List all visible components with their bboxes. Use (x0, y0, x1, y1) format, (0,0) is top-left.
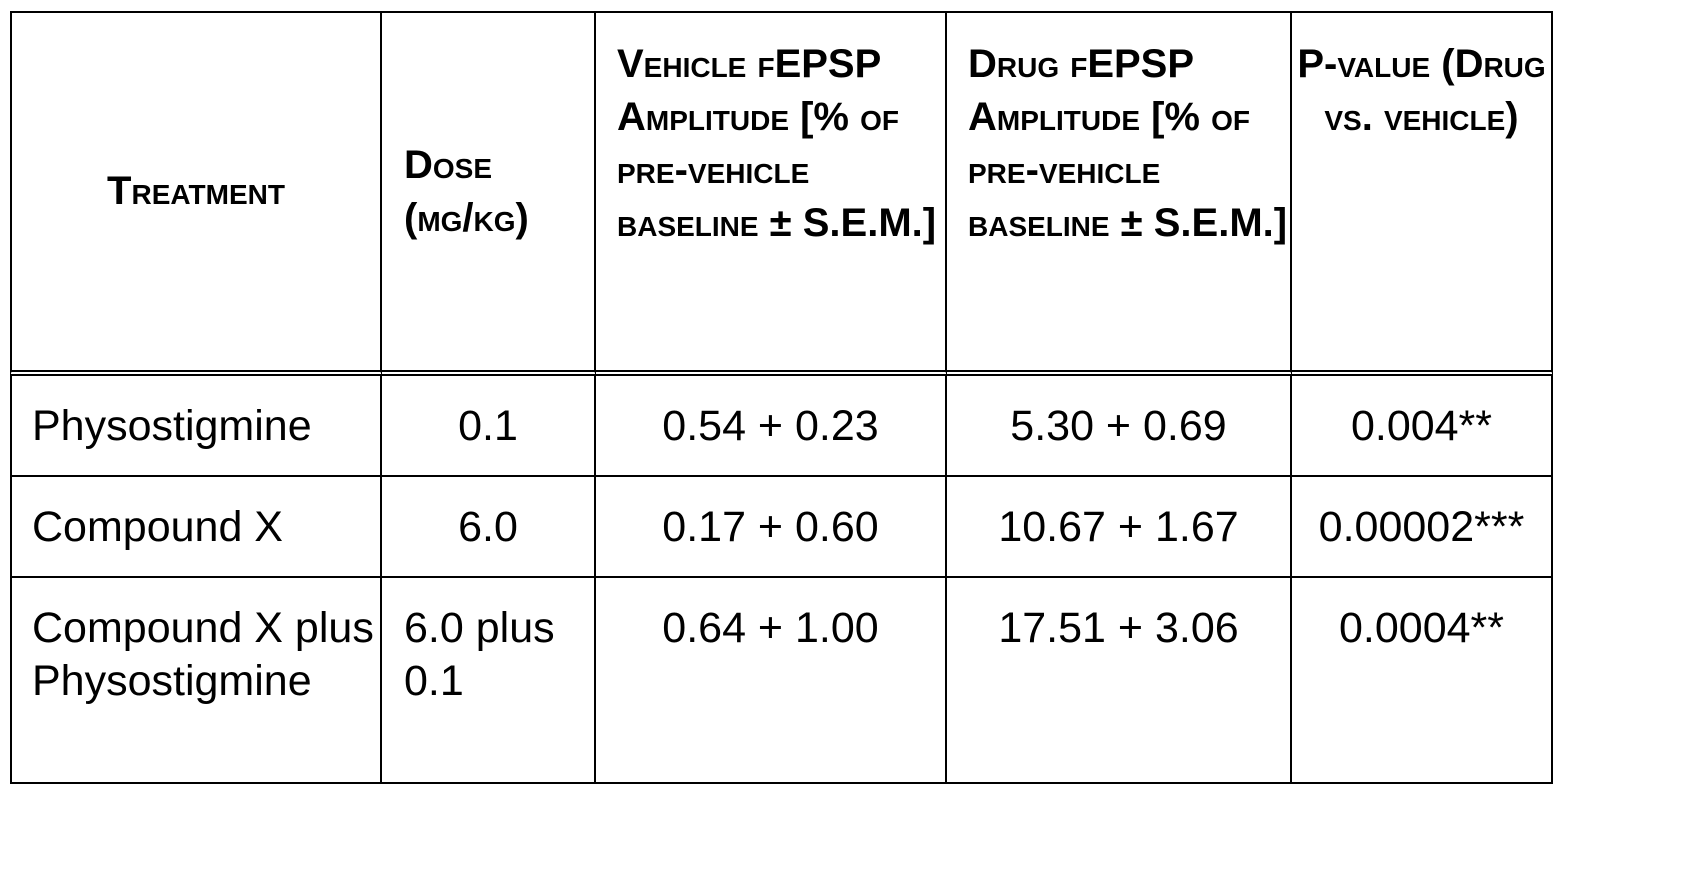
cell-p-value: 0.004** (1292, 376, 1553, 477)
table-body: Physostigmine 0.1 0.54 + 0.23 5.30 + 0.6… (10, 376, 1553, 784)
header-drug-amplitude: Drug fEPSP Amplitude [% of pre-vehicle b… (947, 11, 1292, 376)
cell-p-value: 0.0004** (1292, 578, 1553, 784)
table-row: Compound X plus Physostigmine 6.0 plus 0… (10, 578, 1553, 784)
cell-p-value: 0.00002*** (1292, 477, 1553, 578)
cell-vehicle-amplitude: 0.17 + 0.60 (596, 477, 947, 578)
cell-drug-amplitude: 10.67 + 1.67 (947, 477, 1292, 578)
header-dose: Dose (mg/kg) (382, 11, 596, 376)
cell-dose: 6.0 (382, 477, 596, 578)
cell-dose: 6.0 plus 0.1 (382, 578, 596, 784)
cell-treatment: Compound X plus Physostigmine (10, 578, 382, 784)
results-table: Treatment Dose (mg/kg) Vehicle fEPSP Amp… (10, 11, 1553, 784)
cell-treatment: Physostigmine (10, 376, 382, 477)
header-treatment: Treatment (10, 11, 382, 376)
table-row: Compound X 6.0 0.17 + 0.60 10.67 + 1.67 … (10, 477, 1553, 578)
header-p-value: P-value (Drug vs. vehicle) (1292, 11, 1553, 376)
cell-drug-amplitude: 17.51 + 3.06 (947, 578, 1292, 784)
cell-drug-amplitude: 5.30 + 0.69 (947, 376, 1292, 477)
cell-dose: 0.1 (382, 376, 596, 477)
table-header: Treatment Dose (mg/kg) Vehicle fEPSP Amp… (10, 11, 1553, 376)
cell-vehicle-amplitude: 0.54 + 0.23 (596, 376, 947, 477)
cell-treatment: Compound X (10, 477, 382, 578)
header-vehicle-amplitude: Vehicle fEPSP Amplitude [% of pre-vehicl… (596, 11, 947, 376)
cell-vehicle-amplitude: 0.64 + 1.00 (596, 578, 947, 784)
table-row: Physostigmine 0.1 0.54 + 0.23 5.30 + 0.6… (10, 376, 1553, 477)
header-row: Treatment Dose (mg/kg) Vehicle fEPSP Amp… (10, 11, 1553, 376)
data-table-container: Treatment Dose (mg/kg) Vehicle fEPSP Amp… (10, 11, 1553, 784)
